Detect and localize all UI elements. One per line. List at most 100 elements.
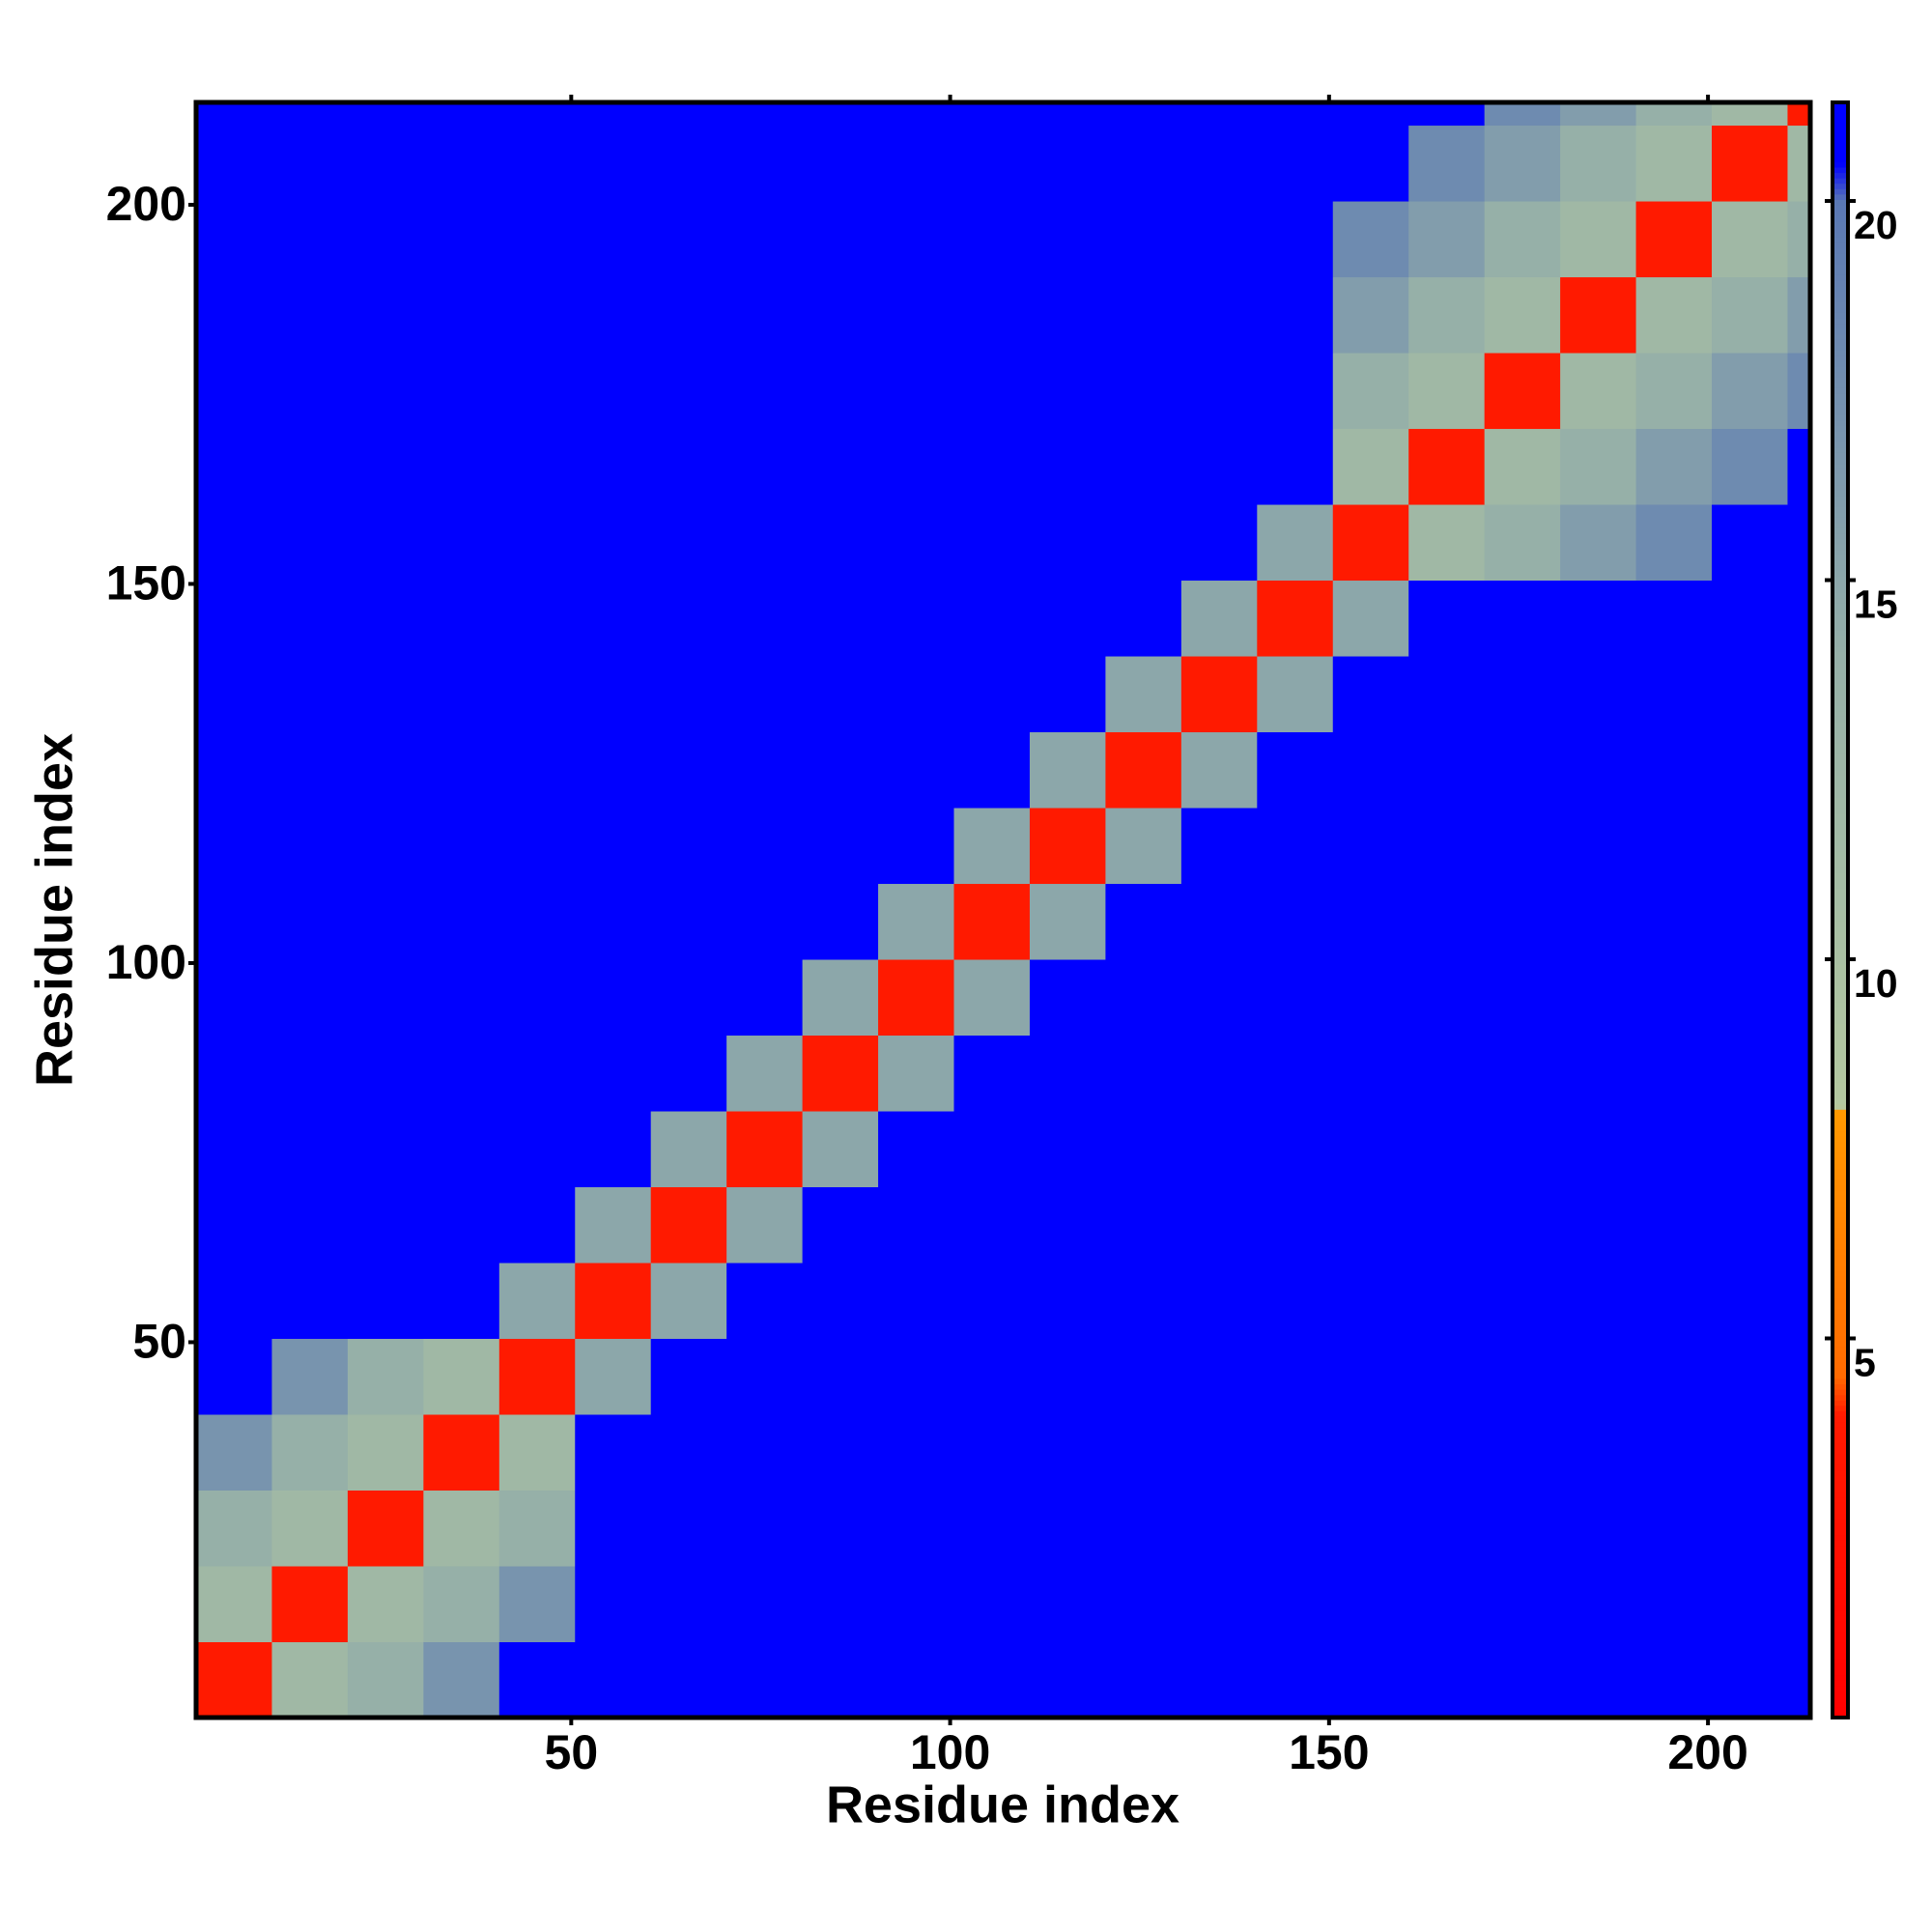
- heatmap-cell: [1408, 353, 1486, 430]
- heatmap-cell: [196, 959, 272, 1037]
- heatmap-cell: [575, 353, 652, 430]
- heatmap-cell: [1180, 731, 1258, 809]
- colorbar-step: [1833, 1174, 1848, 1180]
- heatmap-cell: [1105, 276, 1182, 354]
- heatmap-cell: [1332, 1111, 1409, 1188]
- colorbar-step: [1833, 1588, 1848, 1595]
- heatmap-cell: [953, 1111, 1031, 1188]
- colorbar-step: [1833, 554, 1848, 561]
- heatmap-cell: [575, 656, 652, 733]
- heatmap-cell: [802, 1414, 879, 1492]
- heatmap-cell: [1635, 1490, 1713, 1567]
- colorbar-step: [1833, 1432, 1848, 1438]
- colorbar-step: [1833, 1712, 1848, 1719]
- heatmap-cell: [650, 201, 727, 278]
- heatmap-cell: [726, 808, 804, 885]
- y-tick-label: 100: [106, 935, 186, 989]
- colorbar-step: [1833, 1346, 1848, 1352]
- colorbar-step: [1833, 1427, 1848, 1434]
- heatmap-cell: [423, 883, 500, 960]
- colorbar-step: [1833, 894, 1848, 900]
- colorbar-step: [1833, 888, 1848, 895]
- colorbar-step: [1833, 678, 1848, 685]
- heatmap-cell: [802, 1338, 879, 1415]
- heatmap-cell: [196, 276, 272, 354]
- colorbar-step: [1833, 1162, 1848, 1170]
- heatmap-cell: [575, 959, 652, 1037]
- colorbar-step: [1833, 565, 1848, 572]
- colorbar-step: [1833, 237, 1848, 243]
- colorbar-step: [1833, 969, 1848, 976]
- heatmap-cell: [1105, 353, 1182, 430]
- heatmap-cell: [1180, 656, 1258, 733]
- heatmap-cell: [575, 808, 652, 885]
- heatmap-cell: [1635, 201, 1713, 278]
- heatmap-cell: [1635, 428, 1713, 505]
- heatmap-cell: [878, 1566, 955, 1643]
- colorbar-step: [1833, 382, 1848, 388]
- colorbar-step: [1833, 1076, 1848, 1083]
- heatmap-cell: [953, 1035, 1031, 1112]
- colorbar-step: [1833, 215, 1848, 222]
- colorbar-step: [1833, 1561, 1848, 1568]
- heatmap-cell: [1257, 353, 1334, 430]
- heatmap-cell: [1560, 1035, 1637, 1112]
- heatmap-cell: [1484, 1414, 1561, 1492]
- heatmap-cell: [1257, 504, 1334, 582]
- heatmap-cell: [1180, 959, 1258, 1037]
- heatmap-cell: [498, 1035, 576, 1112]
- heatmap-cell: [1484, 1641, 1561, 1719]
- heatmap-cell: [1712, 276, 1788, 354]
- colorbar-step: [1833, 1237, 1848, 1245]
- colorbar-step: [1833, 231, 1848, 238]
- colorbar-step: [1833, 1044, 1848, 1051]
- heatmap-cell: [1484, 276, 1561, 354]
- heatmap-cell: [1712, 731, 1788, 809]
- colorbar-step: [1833, 570, 1848, 578]
- heatmap-cell: [802, 580, 879, 657]
- heatmap-cell: [1332, 1263, 1409, 1340]
- heatmap-cell: [726, 353, 804, 430]
- heatmap-cell: [271, 1490, 349, 1567]
- heatmap-cell: [1712, 1414, 1788, 1492]
- colorbar-step: [1833, 662, 1848, 668]
- heatmap-cell: [878, 353, 955, 430]
- heatmap-cell: [196, 580, 272, 657]
- colorbar-step: [1833, 409, 1848, 415]
- heatmap-cell: [1105, 1111, 1182, 1188]
- colorbar-step: [1833, 377, 1848, 384]
- heatmap-cell: [423, 1414, 500, 1492]
- heatmap-cell: [1408, 102, 1486, 127]
- colorbar-step: [1833, 1653, 1848, 1660]
- heatmap-cell: [423, 1490, 500, 1567]
- colorbar-step: [1833, 925, 1848, 932]
- heatmap-cell: [1105, 656, 1182, 733]
- colorbar-step: [1833, 1604, 1848, 1611]
- y-tick-label: 50: [132, 1315, 186, 1369]
- colorbar-step: [1833, 1270, 1848, 1277]
- heatmap-cell: [1484, 1566, 1561, 1643]
- colorbar-step: [1833, 1017, 1848, 1024]
- colorbar-step: [1833, 490, 1848, 497]
- colorbar-step: [1833, 253, 1848, 260]
- heatmap-cell: [953, 1263, 1031, 1340]
- heatmap-cell: [271, 1641, 349, 1719]
- heatmap-cell: [1635, 1263, 1713, 1340]
- heatmap-cell: [271, 1414, 349, 1492]
- heatmap-cell: [1332, 125, 1409, 202]
- colorbar-step: [1833, 1523, 1848, 1530]
- heatmap-cell: [1712, 808, 1788, 885]
- heatmap-cell: [878, 883, 955, 960]
- heatmap-cell: [575, 428, 652, 505]
- heatmap-cell: [1712, 656, 1788, 733]
- heatmap-cell: [1635, 1035, 1713, 1112]
- colorbar-step: [1833, 1415, 1848, 1423]
- heatmap-cell: [802, 1111, 879, 1188]
- heatmap-cell: [878, 1338, 955, 1415]
- heatmap-cell: [1484, 1111, 1561, 1188]
- colorbar-step: [1833, 1421, 1848, 1428]
- heatmap-cell: [953, 1566, 1031, 1643]
- heatmap-cell: [1257, 102, 1334, 127]
- colorbar-step: [1833, 1540, 1848, 1547]
- heatmap-cell: [271, 808, 349, 885]
